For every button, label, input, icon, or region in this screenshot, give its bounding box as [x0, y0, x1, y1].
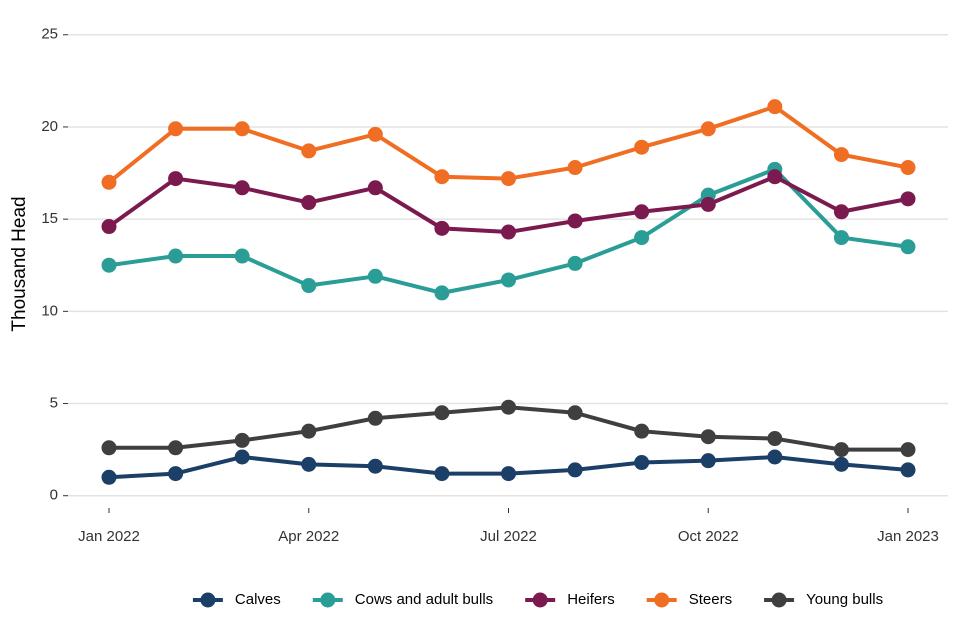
point	[900, 442, 916, 458]
point	[833, 230, 849, 246]
x-tick-label: Jan 2023	[877, 528, 939, 545]
point	[168, 121, 184, 137]
legend-key-dot	[200, 592, 216, 608]
point	[168, 171, 184, 187]
point	[234, 248, 250, 264]
point	[767, 431, 783, 447]
point	[900, 462, 916, 478]
point	[301, 195, 317, 211]
point	[634, 230, 650, 246]
point	[434, 466, 450, 482]
point	[301, 278, 317, 294]
point	[301, 456, 317, 472]
y-tick-label: 20	[41, 118, 58, 135]
point	[700, 121, 716, 137]
point	[501, 224, 516, 240]
point	[634, 423, 650, 439]
point	[367, 458, 383, 474]
point	[567, 255, 583, 271]
y-tick-label: 0	[50, 487, 58, 504]
point	[501, 399, 516, 415]
point	[767, 99, 783, 115]
point	[900, 160, 916, 176]
point	[234, 180, 250, 196]
legend-label: Steers	[689, 591, 732, 608]
legend-key-dot	[654, 592, 670, 608]
legend-key-dot	[771, 592, 787, 608]
legend-label: Heifers	[567, 591, 615, 608]
point	[367, 180, 383, 196]
y-tick-label: 25	[41, 26, 58, 43]
point	[367, 268, 383, 284]
x-tick-label: Apr 2022	[278, 528, 339, 545]
point	[367, 410, 383, 426]
legend-label: Calves	[235, 591, 281, 608]
point	[700, 429, 716, 445]
point	[168, 248, 184, 264]
point	[101, 219, 117, 235]
y-tick-label: 5	[50, 394, 58, 411]
point	[833, 442, 849, 458]
x-tick-label: Jul 2022	[480, 528, 537, 545]
point	[301, 423, 317, 439]
point	[501, 466, 516, 482]
point	[101, 440, 117, 456]
point	[234, 449, 250, 465]
point	[101, 469, 117, 485]
point	[833, 456, 849, 472]
y-tick-label: 15	[41, 210, 58, 227]
point	[434, 405, 450, 421]
point	[501, 171, 516, 187]
y-axis-label: Thousand Head	[9, 196, 30, 331]
point	[434, 285, 450, 301]
point	[567, 213, 583, 229]
point	[567, 160, 583, 176]
point	[767, 449, 783, 465]
point	[767, 169, 783, 185]
legend-label: Cows and adult bulls	[355, 591, 493, 608]
point	[833, 204, 849, 220]
point	[367, 126, 383, 142]
point	[168, 466, 184, 482]
point	[168, 440, 184, 456]
point	[501, 272, 516, 288]
point	[634, 139, 650, 155]
point	[634, 455, 650, 471]
point	[567, 462, 583, 478]
y-tick-label: 10	[41, 302, 58, 319]
point	[101, 174, 117, 190]
legend-key-dot	[532, 592, 548, 608]
point	[434, 220, 450, 236]
point	[434, 169, 450, 185]
x-tick-label: Jan 2022	[78, 528, 140, 545]
legend-key-dot	[320, 592, 336, 608]
point	[900, 239, 916, 255]
point	[833, 147, 849, 163]
point	[634, 204, 650, 220]
point	[234, 121, 250, 137]
x-tick-label: Oct 2022	[678, 528, 739, 545]
point	[900, 191, 916, 207]
legend: Calves Cows and adult bulls Heifers Steers Y…	[192, 591, 883, 608]
point	[301, 143, 317, 159]
legend-label: Young bulls	[806, 591, 883, 608]
point	[700, 453, 716, 469]
series-line	[107, 104, 909, 184]
point	[567, 405, 583, 421]
point	[234, 432, 250, 448]
point	[101, 257, 117, 273]
point	[700, 196, 716, 212]
